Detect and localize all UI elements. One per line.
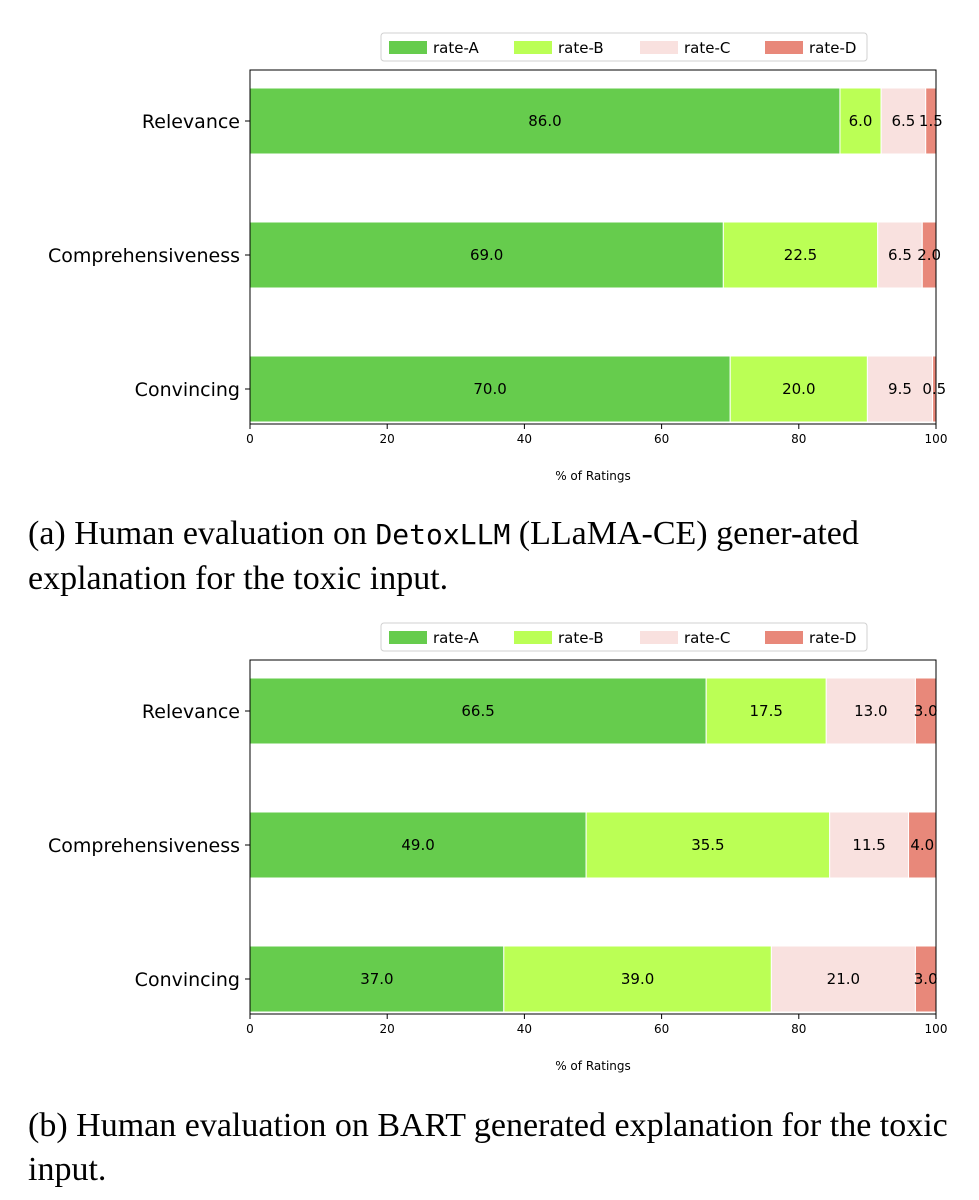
chart-a-category-label-comprehensiveness: Comprehensiveness bbox=[48, 245, 240, 267]
chart-a-xtick-label-0: 0 bbox=[246, 432, 254, 446]
chart-b-label-comprehensiveness-rate-A: 49.0 bbox=[401, 836, 434, 854]
caption-a-suffix: (LLaMA-CE) gener-ated explanation for th… bbox=[28, 515, 859, 597]
chart-a-xtick-label-3: 60 bbox=[654, 432, 669, 446]
chart-b-label-relevance-rate-B: 17.5 bbox=[750, 702, 783, 720]
chart-b-xlabel: % of Ratings bbox=[555, 1059, 631, 1073]
chart-b-category-label-convincing: Convincing bbox=[135, 969, 240, 991]
chart-b-label-comprehensiveness-rate-B: 35.5 bbox=[691, 836, 724, 854]
chart-a-legend-label-rate-B: rate-B bbox=[558, 39, 604, 57]
chart-b-bar-comprehensiveness-rate-A bbox=[249, 811, 587, 879]
chart-b-label-relevance-rate-A: 66.5 bbox=[461, 702, 494, 720]
chart-a-legend: rate-A rate-B rate-C rate-D bbox=[380, 32, 868, 62]
chart-b-bar-convincing-rate-B bbox=[503, 945, 772, 1013]
chart-a-xtick-label-1: 20 bbox=[380, 432, 395, 446]
chart-a-legend-label-rate-A: rate-A bbox=[433, 39, 480, 57]
chart-a-bar-comprehensiveness-rate-C bbox=[877, 221, 923, 289]
chart-a-label-convincing-rate-C: 9.5 bbox=[888, 380, 912, 398]
chart-b-legend-label-rate-C: rate-C bbox=[684, 629, 730, 647]
chart-b-legend-swatch-rate-C bbox=[640, 631, 678, 644]
chart-b-category-label-relevance: Relevance bbox=[142, 701, 240, 723]
chart-b-xtick-label-3: 60 bbox=[654, 1022, 669, 1036]
chart-b-legend-box bbox=[380, 622, 868, 652]
chart-a-xlabel: % of Ratings bbox=[555, 469, 631, 483]
chart-a-label-comprehensiveness-rate-B: 22.5 bbox=[784, 246, 817, 264]
caption-a: (a) Human evaluation on DetoxLLM (LLaMA-… bbox=[28, 512, 968, 601]
chart-b-legend-label-rate-A: rate-A bbox=[433, 629, 480, 647]
chart-a-xtick-label-2: 40 bbox=[517, 432, 532, 446]
chart-a-legend-swatch-rate-B bbox=[514, 41, 552, 54]
chart-a-label-relevance-rate-C: 6.5 bbox=[891, 112, 915, 130]
chart-a-label-relevance-rate-A: 86.0 bbox=[528, 112, 561, 130]
chart-a-label-comprehensiveness-rate-D: 2.0 bbox=[917, 246, 941, 264]
chart-b-xtick-label-2: 40 bbox=[517, 1022, 532, 1036]
caption-b-text: (b) Human evaluation on BART generated e… bbox=[28, 1107, 948, 1188]
chart-a-legend-box bbox=[380, 32, 868, 62]
chart-a-bar-relevance-rate-B bbox=[839, 87, 882, 155]
chart-b-label-convincing-rate-C: 21.0 bbox=[827, 970, 860, 988]
chart-a-legend-label-rate-C: rate-C bbox=[684, 39, 730, 57]
chart-b-label-comprehensiveness-rate-C: 11.5 bbox=[852, 836, 885, 854]
chart-b-legend: rate-A rate-B rate-C rate-D bbox=[380, 622, 868, 652]
chart-a-xtick-label-4: 80 bbox=[791, 432, 806, 446]
chart-a-label-comprehensiveness-rate-C: 6.5 bbox=[888, 246, 912, 264]
chart-b-label-relevance-rate-C: 13.0 bbox=[854, 702, 887, 720]
chart-a-legend-swatch-rate-C bbox=[640, 41, 678, 54]
chart-b-bar-relevance-rate-B bbox=[705, 677, 827, 745]
chart-b-xtick-label-1: 20 bbox=[380, 1022, 395, 1036]
chart-b-legend-swatch-rate-A bbox=[389, 631, 427, 644]
chart-a-legend-swatch-rate-D bbox=[765, 41, 803, 54]
caption-a-prefix: (a) Human evaluation on bbox=[28, 515, 376, 552]
chart-a-bar-relevance-rate-A bbox=[249, 87, 841, 155]
caption-a-model: DetoxLLM bbox=[375, 518, 511, 551]
chart-b: 66.5 17.5 13.0 3.0 Relevance 49.0 35.5 11.5 4.0 C… bbox=[0, 590, 979, 1090]
chart-a-bar-comprehensiveness-rate-A bbox=[249, 221, 724, 289]
chart-a-bar-comprehensiveness-rate-B bbox=[722, 221, 879, 289]
chart-b-legend-label-rate-B: rate-B bbox=[558, 629, 604, 647]
chart-a-bar-convincing-rate-B bbox=[729, 355, 868, 423]
chart-a-label-relevance-rate-B: 6.0 bbox=[849, 112, 873, 130]
chart-b-label-relevance-rate-D: 3.0 bbox=[914, 702, 938, 720]
chart-a-category-label-convincing: Convincing bbox=[135, 379, 240, 401]
chart-b-plot-frame bbox=[249, 659, 937, 1015]
chart-a-label-convincing-rate-A: 70.0 bbox=[473, 380, 506, 398]
chart-b-bar-comprehensiveness-rate-B bbox=[585, 811, 831, 879]
caption-b: (b) Human evaluation on BART generated e… bbox=[28, 1104, 968, 1192]
chart-b-xtick-label-5: 100 bbox=[925, 1022, 948, 1036]
chart-b-bar-convincing-rate-C bbox=[770, 945, 916, 1013]
chart-b-label-convincing-rate-D: 3.0 bbox=[914, 970, 938, 988]
chart-b-legend-swatch-rate-B bbox=[514, 631, 552, 644]
chart-a-label-convincing-rate-B: 20.0 bbox=[782, 380, 815, 398]
chart-b-bar-comprehensiveness-rate-C bbox=[829, 811, 910, 879]
chart-a-bar-convincing-rate-A bbox=[249, 355, 731, 423]
chart-a-plot-frame bbox=[249, 69, 937, 425]
chart-b-legend-label-rate-D: rate-D bbox=[809, 629, 856, 647]
chart-b-label-convincing-rate-A: 37.0 bbox=[360, 970, 393, 988]
chart-b-xtick-label-4: 80 bbox=[791, 1022, 806, 1036]
chart-b-svg: 66.5 17.5 13.0 3.0 Relevance 49.0 35.5 11.5 4.0 C… bbox=[48, 622, 948, 1073]
chart-b-label-comprehensiveness-rate-D: 4.0 bbox=[910, 836, 934, 854]
chart-a-xtick-label-5: 100 bbox=[925, 432, 948, 446]
chart-b-legend-swatch-rate-D bbox=[765, 631, 803, 644]
chart-b-label-convincing-rate-B: 39.0 bbox=[621, 970, 654, 988]
chart-a-legend-swatch-rate-A bbox=[389, 41, 427, 54]
chart-a-legend-label-rate-D: rate-D bbox=[809, 39, 856, 57]
chart-a: 86.0 6.0 6.5 1.5 Relevance 69.0 22.5 6.5 2.0 Comp… bbox=[0, 0, 979, 500]
chart-a-label-convincing-rate-D: 0.5 bbox=[922, 380, 946, 398]
chart-a-label-relevance-rate-D: 1.5 bbox=[919, 112, 943, 130]
chart-b-xtick-label-0: 0 bbox=[246, 1022, 254, 1036]
chart-b-category-label-comprehensiveness: Comprehensiveness bbox=[48, 835, 240, 857]
chart-a-label-comprehensiveness-rate-A: 69.0 bbox=[470, 246, 503, 264]
chart-a-bar-relevance-rate-C bbox=[880, 87, 927, 155]
chart-a-category-label-relevance: Relevance bbox=[142, 111, 240, 133]
